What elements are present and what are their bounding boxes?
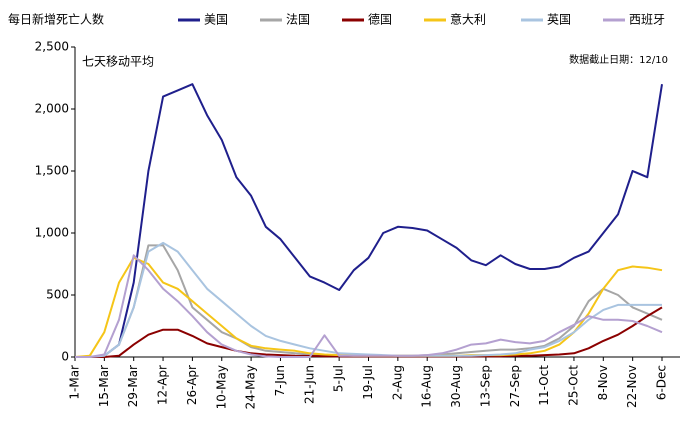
annotation: 数据截止日期：12/10 bbox=[569, 53, 668, 66]
x-tick-label: 7-Jun bbox=[273, 365, 287, 396]
x-tick-label: 1-Mar bbox=[68, 365, 82, 400]
y-tick-label: 500 bbox=[46, 288, 69, 302]
series-line bbox=[75, 244, 663, 358]
y-tick-label: 1,000 bbox=[35, 226, 69, 240]
x-tick-label: 16-Aug bbox=[420, 365, 434, 408]
x-tick-label: 11-Oct bbox=[537, 365, 551, 406]
x-tick-label: 29-Mar bbox=[126, 365, 140, 407]
x-tick-label: 2-Aug bbox=[390, 365, 404, 400]
y-tick-label: 2,500 bbox=[35, 40, 69, 54]
series-line bbox=[74, 256, 663, 358]
subtitle: 七天移动平均 bbox=[82, 55, 154, 69]
y-tick-label: 0 bbox=[61, 350, 69, 364]
x-tick-label: 12-Apr bbox=[156, 365, 170, 405]
series-line bbox=[75, 254, 663, 358]
legend-label: 英国 bbox=[547, 13, 571, 27]
x-tick-label: 19-Jul bbox=[361, 365, 375, 400]
x-tick-label: 6-Dec bbox=[655, 365, 669, 400]
x-tick-label: 27-Sep bbox=[508, 365, 522, 407]
series-line bbox=[75, 83, 663, 358]
y-tick-label: 2,000 bbox=[35, 102, 69, 116]
x-tick-label: 5-Jul bbox=[332, 365, 346, 392]
y-tick-label: 1,500 bbox=[35, 164, 69, 178]
x-tick-label: 25-Oct bbox=[566, 365, 580, 406]
legend-label: 德国 bbox=[368, 12, 392, 27]
x-tick-label: 30-Aug bbox=[449, 365, 463, 408]
x-tick-label: 22-Nov bbox=[625, 365, 639, 408]
x-tick-label: 10-May bbox=[214, 365, 228, 409]
x-tick-label: 21-Jun bbox=[302, 365, 316, 404]
x-tick-label: 24-May bbox=[244, 365, 258, 409]
legend-label: 法国 bbox=[286, 13, 310, 27]
legend-label: 西班牙 bbox=[629, 13, 665, 27]
x-tick-label: 8-Nov bbox=[596, 365, 610, 400]
x-tick-label: 15-Mar bbox=[97, 365, 111, 407]
legend-label: 意大利 bbox=[450, 12, 486, 27]
x-tick-label: 26-Apr bbox=[185, 365, 199, 405]
legend-label: 美国 bbox=[204, 13, 228, 27]
chart-title: 每日新增死亡人数 bbox=[8, 12, 104, 27]
x-tick-label: 13-Sep bbox=[478, 365, 492, 407]
series-line bbox=[75, 241, 662, 358]
